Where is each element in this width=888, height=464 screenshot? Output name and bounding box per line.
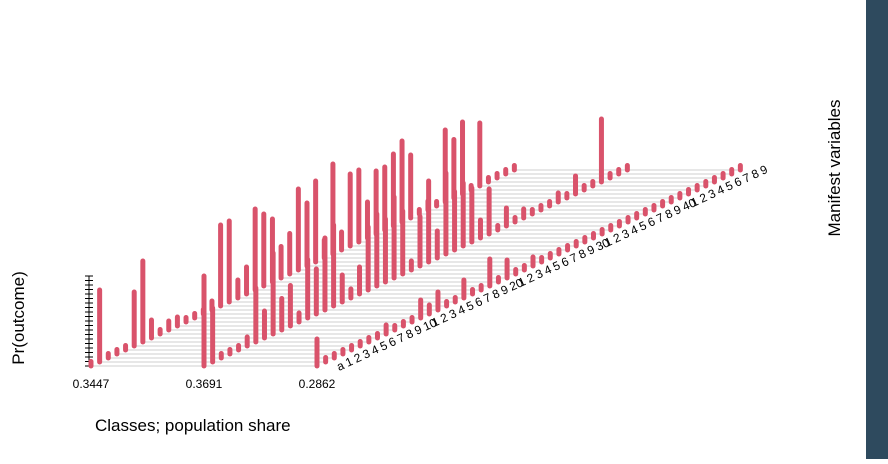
probability-bars <box>88 116 743 369</box>
variable-tick-label: 20 <box>507 275 525 293</box>
x-axis-label: Classes; population share <box>95 416 291 435</box>
variable-tick-label: 30 <box>594 235 612 253</box>
y-axis-ticks <box>85 275 93 367</box>
window-edge-panel <box>866 0 888 459</box>
class-tick-label: 0.2862 <box>299 377 336 391</box>
lcm-profile-chart: 0.3447 0.3691 0.2862 a12345678910123456789… <box>9 99 844 435</box>
variable-tick-label: 9 <box>758 162 770 178</box>
class-tick-label: 0.3447 <box>73 377 110 391</box>
z-axis-label: Manifest variables <box>825 99 844 236</box>
y-axis-label: Pr(outcome) <box>9 271 28 365</box>
depth-gridlines <box>91 169 741 367</box>
variable-tick-label: 10 <box>421 315 439 333</box>
class-tick-labels: 0.3447 0.3691 0.2862 <box>73 377 336 391</box>
variable-tick-label: 40 <box>680 195 698 213</box>
class-tick-label: 0.3691 <box>186 377 223 391</box>
